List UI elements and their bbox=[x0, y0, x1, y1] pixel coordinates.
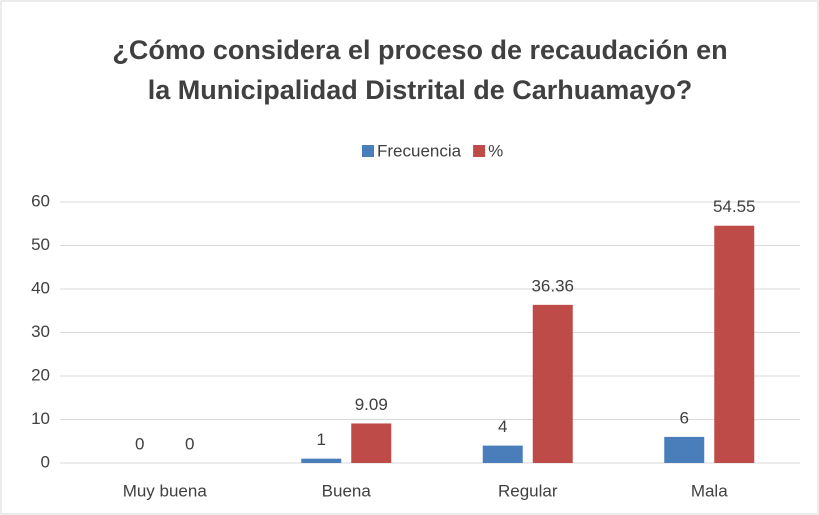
bar bbox=[532, 304, 573, 463]
chart-title: la Municipalidad Distrital de Carhuamayo… bbox=[148, 75, 693, 105]
x-tick-label: Mala bbox=[691, 481, 728, 500]
data-label: 0 bbox=[135, 434, 144, 453]
x-tick-label: Buena bbox=[322, 481, 372, 500]
bar bbox=[482, 445, 523, 463]
y-tick-label: 0 bbox=[41, 452, 50, 471]
chart-title: ¿Cómo considera el proceso de recaudació… bbox=[112, 35, 727, 65]
legend-swatch bbox=[362, 145, 374, 157]
legend-swatch bbox=[473, 145, 486, 157]
y-tick-label: 50 bbox=[31, 235, 50, 254]
data-label: 36.36 bbox=[531, 276, 574, 295]
bar bbox=[351, 423, 392, 463]
y-tick-label: 40 bbox=[31, 278, 50, 297]
data-label: 54.55 bbox=[713, 197, 756, 216]
bar bbox=[664, 436, 705, 463]
y-tick-label: 10 bbox=[31, 409, 50, 428]
data-label: 9.09 bbox=[355, 395, 388, 414]
legend-label: % bbox=[488, 141, 503, 160]
bar bbox=[301, 458, 342, 463]
x-tick-label: Regular bbox=[498, 481, 558, 500]
y-tick-label: 30 bbox=[31, 322, 50, 341]
x-tick-label: Muy buena bbox=[123, 481, 208, 500]
legend-label: Frecuencia bbox=[377, 141, 462, 160]
y-tick-label: 20 bbox=[31, 365, 50, 384]
data-label: 1 bbox=[317, 430, 326, 449]
y-tick-label: 60 bbox=[31, 191, 50, 210]
bar bbox=[714, 225, 755, 463]
data-label: 6 bbox=[680, 408, 689, 427]
data-label: 4 bbox=[498, 417, 507, 436]
data-label: 0 bbox=[185, 434, 194, 453]
